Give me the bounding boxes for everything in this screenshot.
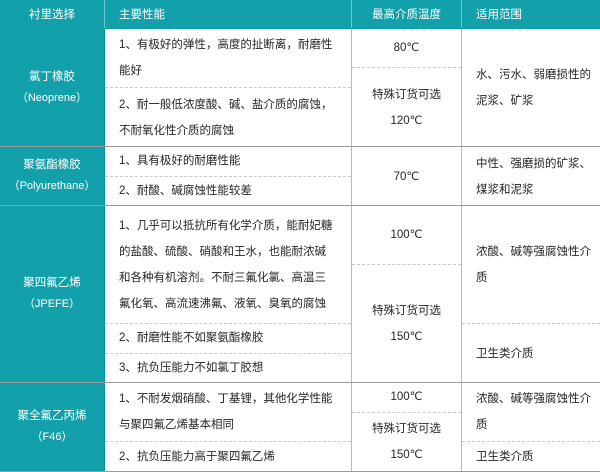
temperature-cell-line: 150℃ bbox=[390, 331, 423, 343]
scope-cell: 中性、强磨损的矿浆、 煤浆和泥浆 bbox=[462, 147, 600, 206]
temperature-cell-line: 150℃ bbox=[390, 449, 423, 461]
table-row: 聚氨酯橡胶 （Polyurethane） 1、具有极好的耐磨性能 2、耐酸、碱腐蚀性能… bbox=[0, 147, 600, 206]
temperature-cell: 70℃ bbox=[352, 147, 461, 206]
table-row: 氯丁橡胶 （Neoprene） 1、有极好的弹性，高度的扯断离，耐磨性 能好 2、耐一般… bbox=[0, 29, 600, 147]
material-name-en: （Polyurethane） bbox=[8, 180, 96, 193]
header-cell-lining-selection: 衬里选择 bbox=[0, 0, 105, 28]
temperature-cell: 特殊订货可选 150℃ bbox=[352, 413, 461, 472]
material-name-cn: 氯丁橡胶 bbox=[29, 70, 75, 83]
row-body: 1、有极好的弹性，高度的扯断离，耐磨性 能好 2、耐一般低浓度酸、碱、盐介质的腐蚀，… bbox=[105, 29, 600, 146]
table-row: 聚全氟乙丙烯 （F46） 1、不耐发烟硝酸、丁基锂，其他化学性能 与聚四氟乙烯基本相同… bbox=[0, 383, 600, 472]
temperature-cell-line: 特殊订货可选 bbox=[372, 88, 441, 101]
performance-cell-line: 不耐氧化性介质的腐蚀 bbox=[119, 124, 234, 137]
scope-cell-column: 浓酸、碱等强腐蚀性介质卫生类介质 bbox=[462, 206, 600, 382]
performance-cell-line: 1、具有极好的耐磨性能 bbox=[119, 155, 241, 168]
scope-cell-column: 水、污水、弱磨损性的 泥浆、矿浆 bbox=[462, 29, 600, 146]
material-name-cn: 聚氨酯橡胶 bbox=[23, 159, 81, 172]
performance-cell-line: 能好 bbox=[119, 65, 142, 77]
material-name-en: （F46） bbox=[31, 431, 73, 444]
performance-cell-line: 与聚四氟乙烯基本相同 bbox=[119, 419, 234, 431]
performance-cell-line: 1、几乎可以抵抗所有化学介质，能耐妃糖 bbox=[119, 219, 333, 232]
temperature-cell-line: 特殊订货可选 bbox=[372, 305, 441, 317]
material-name-cell: 聚氨酯橡胶 （Polyurethane） bbox=[0, 147, 105, 205]
temperature-cell-line: 70℃ bbox=[393, 170, 420, 183]
row-body: 1、具有极好的耐磨性能 2、耐酸、碱腐蚀性能较差 70℃ 中性、强磨损的矿浆、 煤浆和泥… bbox=[105, 147, 600, 205]
scope-cell-line: 煤浆和泥浆 bbox=[476, 183, 534, 196]
performance-cell: 1、具有极好的耐磨性能 bbox=[105, 147, 351, 177]
performance-cell-line: 2、耐一般低浓度酸、碱、盐介质的腐蚀， bbox=[119, 98, 333, 111]
performance-cell: 2、耐一般低浓度酸、碱、盐介质的腐蚀， 不耐氧化性介质的腐蚀 bbox=[105, 88, 351, 147]
performance-cell-line: 2、耐酸、碱腐蚀性能较差 bbox=[119, 185, 252, 198]
performance-cell-line: 3、抗负压能力不如氯丁胶想 bbox=[119, 362, 264, 375]
temperature-cell-line: 120℃ bbox=[390, 114, 423, 127]
temperature-cell-column: 100℃ 特殊订货可选 150℃ bbox=[352, 206, 462, 382]
scope-cell-line: 质 bbox=[476, 419, 488, 431]
performance-cell: 2、抗负压能力高于聚四氟乙烯 bbox=[105, 442, 351, 472]
material-name-en: （JPEFE） bbox=[23, 298, 81, 311]
performance-cell-line: 1、不耐发烟硝酸、丁基锂，其他化学性能 bbox=[119, 393, 333, 405]
scope-cell-line: 中性、强磨损的矿浆、 bbox=[476, 157, 591, 170]
performance-cell-line: 和各种有机溶剂。不耐三氟化氯、高温三 bbox=[119, 271, 326, 284]
scope-cell: 浓酸、碱等强腐蚀性介质 bbox=[462, 383, 600, 442]
header-label: 适用范围 bbox=[476, 9, 522, 21]
scope-cell-line: 泥浆、矿浆 bbox=[476, 95, 534, 107]
performance-cell-column: 1、具有极好的耐磨性能 2、耐酸、碱腐蚀性能较差 bbox=[105, 147, 352, 205]
scope-cell-column: 中性、强磨损的矿浆、 煤浆和泥浆 bbox=[462, 147, 600, 205]
temperature-cell-line: 100℃ bbox=[390, 229, 423, 241]
temperature-cell-column: 70℃ bbox=[352, 147, 462, 205]
table-header-row: 衬里选择 主要性能 最高介质温度 适用范围 bbox=[0, 0, 600, 29]
temperature-cell: 特殊订货可选 150℃ bbox=[352, 265, 461, 383]
temperature-cell-column: 80℃ 特殊订货可选 120℃ bbox=[352, 29, 462, 146]
header-label: 最高介质温度 bbox=[372, 9, 441, 21]
header-cell-max-medium-temp: 最高介质温度 bbox=[352, 0, 462, 28]
material-name-cell: 氯丁橡胶 （Neoprene） bbox=[0, 29, 105, 146]
temperature-cell: 100℃ bbox=[352, 206, 461, 265]
header-cell-applicable-scope: 适用范围 bbox=[462, 0, 600, 28]
scope-cell-line: 浓酸、碱等强腐蚀性介 bbox=[476, 245, 591, 258]
scope-cell: 水、污水、弱磨损性的 泥浆、矿浆 bbox=[462, 29, 600, 147]
header-cell-main-performance: 主要性能 bbox=[105, 0, 352, 28]
header-label: 衬里选择 bbox=[29, 9, 75, 21]
performance-cell-line: 1、有极好的弹性，高度的扯断离，耐磨性 bbox=[119, 39, 333, 51]
scope-cell-line: 浓酸、碱等强腐蚀性介 bbox=[476, 393, 591, 405]
temperature-cell: 100℃ bbox=[352, 383, 461, 413]
header-label: 主要性能 bbox=[119, 9, 165, 21]
temperature-cell-line: 100℃ bbox=[390, 391, 423, 404]
scope-cell: 卫生类介质 bbox=[462, 442, 600, 472]
scope-cell-line: 质 bbox=[476, 271, 488, 284]
performance-cell: 1、几乎可以抵抗所有化学介质，能耐妃糖 的盐酸、硫酸、硝酸和王水，也能耐浓碱 和各种… bbox=[105, 206, 351, 324]
material-name-cn: 聚全氟乙丙烯 bbox=[17, 409, 87, 422]
material-name-en: （Neoprene） bbox=[16, 91, 88, 104]
performance-cell: 1、不耐发烟硝酸、丁基锂，其他化学性能 与聚四氟乙烯基本相同 bbox=[105, 383, 351, 442]
performance-cell: 2、耐磨性能不如聚氨酯橡胶 bbox=[105, 324, 351, 354]
performance-cell-line: 2、耐磨性能不如聚氨酯橡胶 bbox=[119, 332, 264, 345]
material-name-cn: 聚四氟乙烯 bbox=[23, 277, 81, 290]
scope-cell: 浓酸、碱等强腐蚀性介质 bbox=[462, 206, 600, 324]
performance-cell-column: 1、有极好的弹性，高度的扯断离，耐磨性 能好 2、耐一般低浓度酸、碱、盐介质的腐蚀，… bbox=[105, 29, 352, 146]
scope-cell-line: 卫生类介质 bbox=[476, 347, 534, 360]
performance-cell: 2、耐酸、碱腐蚀性能较差 bbox=[105, 177, 351, 207]
table-row: 聚四氟乙烯 （JPEFE） 1、几乎可以抵抗所有化学介质，能耐妃糖 的盐酸、硫酸、硝酸… bbox=[0, 206, 600, 383]
performance-cell-line: 2、抗负压能力高于聚四氟乙烯 bbox=[119, 450, 275, 463]
scope-cell: 卫生类介质 bbox=[462, 324, 600, 383]
scope-cell-line: 水、污水、弱磨损性的 bbox=[476, 69, 591, 81]
row-body: 1、几乎可以抵抗所有化学介质，能耐妃糖 的盐酸、硫酸、硝酸和王水，也能耐浓碱 和各种… bbox=[105, 206, 600, 382]
performance-cell-column: 1、几乎可以抵抗所有化学介质，能耐妃糖 的盐酸、硫酸、硝酸和王水，也能耐浓碱 和各种… bbox=[105, 206, 352, 382]
temperature-cell: 特殊订货可选 120℃ bbox=[352, 68, 461, 147]
temperature-cell: 80℃ bbox=[352, 29, 461, 69]
performance-cell: 3、抗负压能力不如氯丁胶想 bbox=[105, 354, 351, 384]
performance-cell-line: 氟化氧、高流速沸氟、液氧、臭氧的腐蚀 bbox=[119, 297, 326, 310]
temperature-cell-line: 80℃ bbox=[393, 42, 420, 55]
material-name-cell: 聚四氟乙烯 （JPEFE） bbox=[0, 206, 105, 382]
performance-cell: 1、有极好的弹性，高度的扯断离，耐磨性 能好 bbox=[105, 29, 351, 88]
scope-cell-line: 卫生类介质 bbox=[476, 450, 534, 463]
performance-cell-line: 的盐酸、硫酸、硝酸和王水，也能耐浓碱 bbox=[119, 245, 326, 258]
temperature-cell-line: 特殊订货可选 bbox=[372, 423, 441, 435]
